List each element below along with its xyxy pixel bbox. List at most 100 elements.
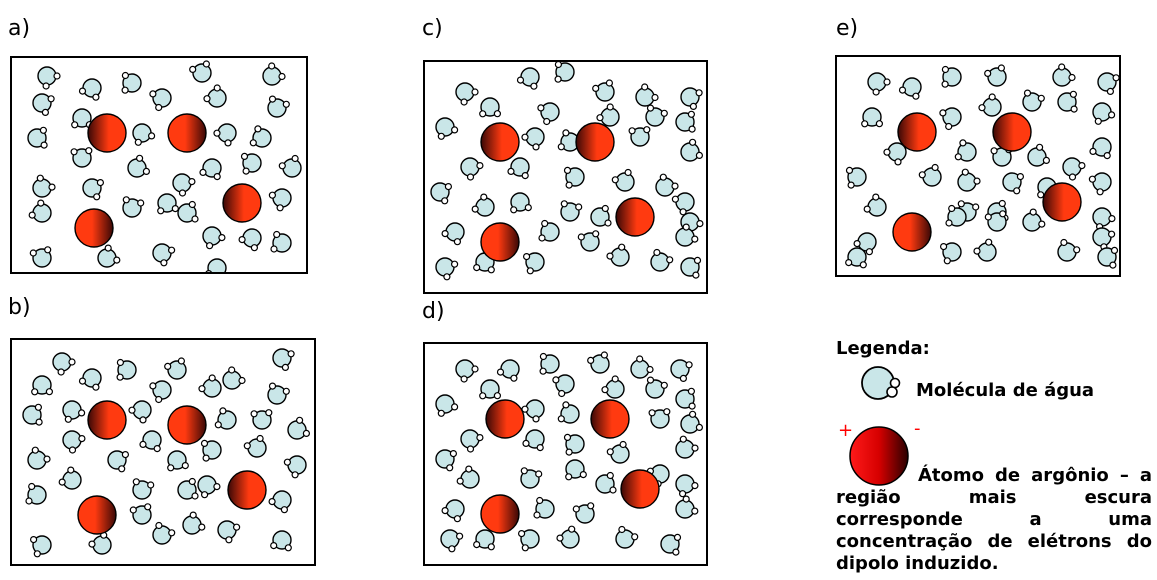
water-molecule — [675, 110, 696, 133]
water-molecule — [189, 60, 212, 83]
water-molecule — [1089, 137, 1112, 160]
water-molecule — [202, 226, 226, 250]
water-molecule — [537, 102, 560, 126]
water-molecule — [635, 83, 659, 107]
water-molecule — [577, 230, 600, 252]
water-molecule — [157, 193, 179, 215]
panel-label-b: b) — [8, 295, 31, 320]
water-molecule — [1062, 157, 1086, 181]
water-molecule — [590, 204, 612, 227]
panel-label-c: c) — [422, 16, 443, 41]
argon-atom — [222, 183, 262, 223]
water-molecule — [1057, 238, 1081, 262]
water-molecule — [22, 403, 43, 426]
water-molecule — [455, 359, 479, 383]
argon-atom — [897, 112, 937, 152]
water-molecule — [205, 258, 227, 272]
water-molecule — [680, 138, 703, 162]
water-molecule — [129, 503, 152, 525]
water-molecule — [1092, 207, 1116, 231]
water-molecule — [670, 359, 693, 383]
water-molecule — [521, 399, 545, 423]
water-molecule — [62, 430, 86, 454]
water-molecule — [217, 520, 241, 544]
water-molecule — [471, 193, 495, 217]
water-molecule — [479, 379, 502, 400]
water-molecule — [517, 529, 540, 552]
water-molecule — [867, 72, 891, 96]
water-molecule — [1097, 72, 1119, 96]
water-molecule — [32, 174, 56, 198]
legend-minus-sign: - — [914, 418, 921, 439]
argon-atom — [992, 112, 1032, 152]
water-molecule — [954, 139, 977, 162]
water-molecule — [595, 471, 617, 494]
water-molecule — [127, 154, 150, 178]
water-molecule — [628, 126, 651, 147]
water-molecule — [861, 107, 884, 128]
water-molecule — [939, 107, 962, 131]
water-molecule — [592, 79, 615, 102]
water-molecule — [460, 429, 484, 453]
panel-c — [423, 60, 708, 294]
argon-atom — [227, 470, 267, 510]
water-molecule — [152, 521, 176, 545]
water-molecule — [845, 166, 867, 189]
water-molecule — [97, 244, 121, 268]
water-molecule — [88, 531, 112, 555]
water-molecule — [601, 375, 625, 399]
water-molecule — [238, 228, 262, 252]
water-molecule — [441, 222, 465, 246]
argon-atom — [167, 113, 207, 153]
water-molecule — [863, 193, 887, 217]
water-molecule — [984, 64, 1007, 87]
panel-b — [10, 338, 316, 566]
water-molecule — [675, 223, 699, 247]
water-molecule — [52, 352, 76, 376]
argon-atom — [87, 113, 127, 153]
water-molecule — [62, 400, 86, 423]
panel-label-a: a) — [8, 16, 31, 41]
water-molecule — [898, 77, 922, 100]
water-molecule — [978, 93, 1002, 117]
argon-atom — [480, 494, 520, 534]
water-molecule — [167, 450, 189, 472]
water-molecule — [675, 495, 699, 519]
water-molecule — [37, 66, 61, 90]
water-molecule — [507, 157, 530, 180]
water-molecule — [563, 433, 585, 456]
water-molecule — [680, 87, 703, 111]
panel-d — [423, 342, 708, 566]
argon-atom — [77, 495, 117, 535]
water-molecule — [250, 409, 273, 430]
water-molecule — [198, 374, 222, 398]
argon-atom — [590, 399, 630, 439]
water-molecule — [177, 477, 199, 500]
water-molecule — [611, 168, 635, 192]
water-molecule — [645, 376, 668, 399]
water-molecule — [645, 104, 668, 127]
water-molecule — [606, 243, 630, 267]
water-molecule — [957, 168, 981, 192]
water-molecule — [139, 430, 162, 453]
water-molecule — [675, 435, 699, 459]
water-molecule — [520, 467, 543, 489]
water-molecule — [473, 529, 495, 551]
water-molecule — [27, 126, 48, 149]
water-molecule — [30, 535, 52, 558]
argon-atom — [575, 122, 615, 162]
water-molecule — [149, 380, 172, 404]
panel-a — [10, 56, 308, 274]
water-molecule — [440, 529, 464, 553]
water-molecule — [287, 416, 310, 440]
argon-atom — [87, 400, 127, 440]
water-molecule — [1057, 90, 1078, 113]
water-molecule — [1052, 63, 1076, 87]
water-molecule — [200, 439, 222, 462]
water-molecule — [522, 252, 545, 275]
water-molecule — [78, 368, 102, 391]
water-molecule — [132, 123, 156, 146]
water-molecule — [648, 408, 671, 429]
legend-argon-label: Átomo de argônio – a região mais escura … — [836, 465, 1152, 574]
water-molecule — [222, 366, 246, 390]
